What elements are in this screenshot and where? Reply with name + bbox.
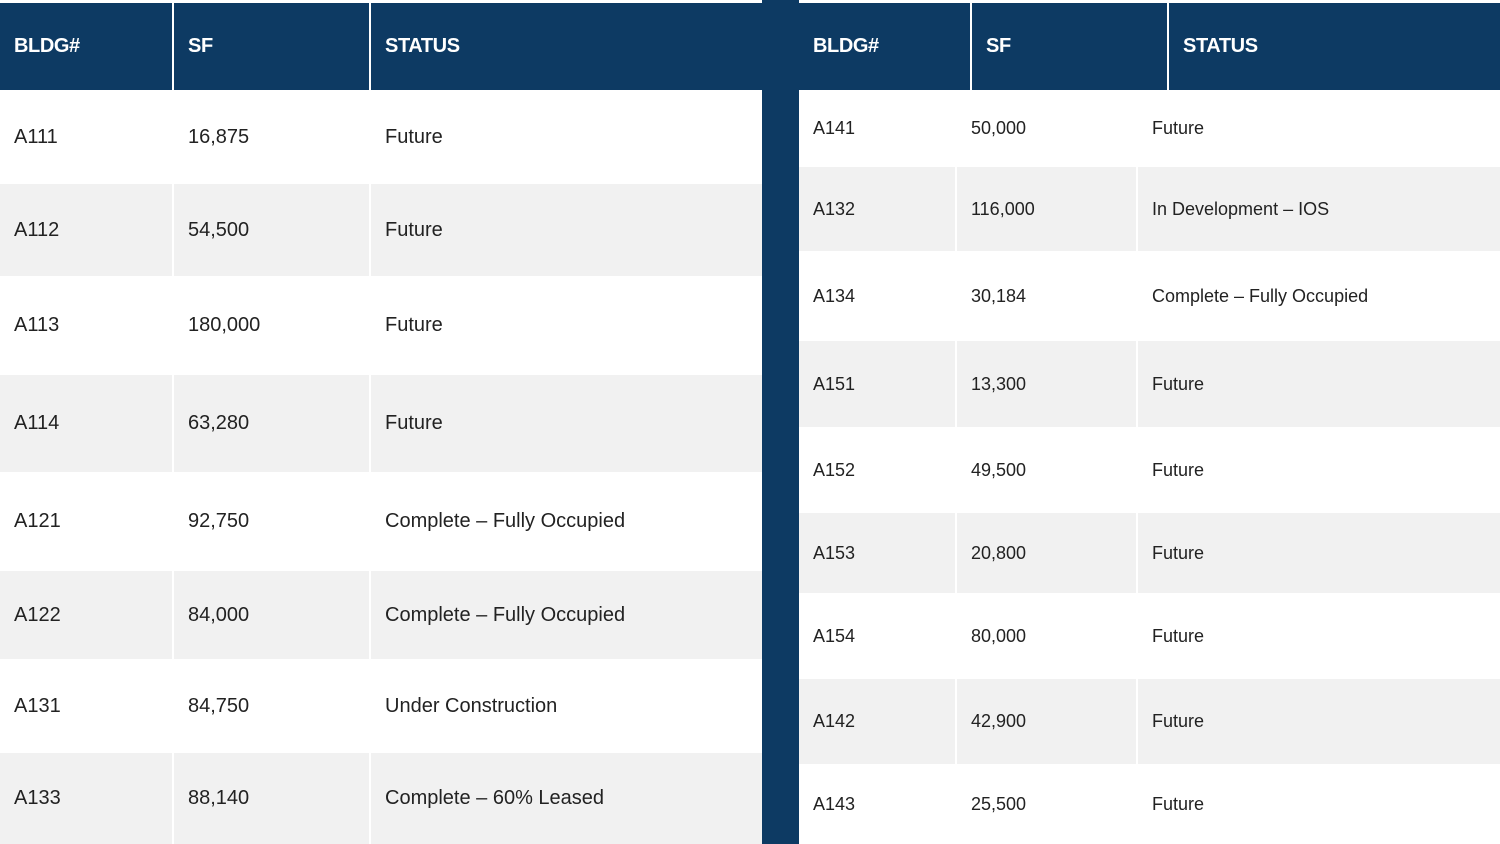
bldg-cell: A132 (813, 198, 856, 219)
table-row: A142 42,900 Future (799, 679, 1500, 764)
status-cell: Complete – Fully Occupied (1136, 251, 1500, 341)
bldg-cell: A133 (14, 787, 61, 809)
bldg-cell: A121 (14, 510, 61, 532)
table-row: A152 49,500 Future (799, 427, 1500, 513)
header-sf: SF (986, 35, 1011, 57)
bldg-cell: A113 (14, 314, 60, 336)
bldg-cell: A154 (813, 625, 856, 646)
table-header: BLDG# SF STATUS (799, 0, 1500, 93)
sf-cell: 116,000 (955, 167, 1136, 251)
header-sf: SF (188, 35, 213, 57)
bldg-cell: A152 (813, 459, 856, 480)
header-divider (369, 3, 371, 93)
status-cell: Future (1136, 679, 1500, 764)
header-bldg: BLDG# (813, 35, 879, 57)
table-row: A122 84,000 Complete – Fully Occupied (0, 571, 762, 659)
table-row: A133 88,140 Complete – 60% Leased (0, 753, 762, 844)
table-row: A132 116,000 In Development – IOS (799, 167, 1500, 251)
status-cell: Future (1136, 90, 1500, 167)
sf-cell: 20,800 (955, 513, 1136, 593)
sf-cell: 49,500 (955, 427, 1136, 513)
bldg-cell: A151 (813, 373, 856, 394)
sf-cell: 25,500 (955, 764, 1136, 844)
bldg-cell: A153 (813, 542, 856, 563)
status-cell: In Development – IOS (1136, 167, 1500, 251)
table-header: BLDG# SF STATUS (0, 0, 762, 93)
header-status: STATUS (1183, 35, 1258, 57)
table-row: A143 25,500 Future (799, 764, 1500, 844)
sf-cell: 13,300 (955, 341, 1136, 427)
header-bldg: BLDG# (14, 35, 80, 57)
status-cell: Complete – 60% Leased (369, 753, 762, 844)
status-cell: Under Construction (369, 659, 762, 753)
sf-cell: 84,000 (172, 571, 369, 659)
sf-cell: 30,184 (955, 251, 1136, 341)
status-cell: Future (369, 90, 762, 184)
sf-cell: 50,000 (955, 90, 1136, 167)
sf-cell: 42,900 (955, 679, 1136, 764)
sf-cell: 84,750 (172, 659, 369, 753)
bldg-cell: A141 (813, 118, 856, 138)
bldg-cell: A122 (14, 603, 61, 626)
table-row: A111 16,875 Future (0, 90, 762, 184)
sf-cell: 54,500 (172, 184, 369, 276)
sf-cell: 80,000 (955, 593, 1136, 679)
status-cell: Future (1136, 341, 1500, 427)
table-row: A114 63,280 Future (0, 375, 762, 472)
status-cell: Complete – Fully Occupied (369, 571, 762, 659)
header-divider (172, 3, 174, 93)
table-row: A131 84,750 Under Construction (0, 659, 762, 753)
table-row: A121 92,750 Complete – Fully Occupied (0, 472, 762, 571)
table-row: A134 30,184 Complete – Fully Occupied (799, 251, 1500, 341)
building-table-right: BLDG# SF STATUS A141 50,000 Future A132 116,… (799, 0, 1500, 844)
table-row: A141 50,000 Future (799, 90, 1500, 167)
sf-cell: 180,000 (172, 276, 369, 375)
status-cell: Future (1136, 513, 1500, 593)
status-cell: Future (369, 276, 762, 375)
status-cell: Future (1136, 764, 1500, 844)
header-status: STATUS (385, 35, 460, 57)
table-row: A151 13,300 Future (799, 341, 1500, 427)
building-table-left: BLDG# SF STATUS A111 16,875 Future A112 54,5… (0, 0, 762, 844)
table-row: A154 80,000 Future (799, 593, 1500, 679)
status-cell: Future (1136, 427, 1500, 513)
bldg-cell: A134 (813, 285, 856, 306)
status-cell: Future (369, 184, 762, 276)
bldg-cell: A131 (14, 694, 61, 717)
table-row: A112 54,500 Future (0, 184, 762, 276)
sf-cell: 92,750 (172, 472, 369, 571)
table-row: A153 20,800 Future (799, 513, 1500, 593)
status-cell: Future (369, 375, 762, 472)
header-divider (970, 3, 972, 93)
bldg-cell: A142 (813, 711, 856, 731)
status-cell: Future (1136, 593, 1500, 679)
bldg-cell: A111 (14, 125, 58, 148)
status-cell: Complete – Fully Occupied (369, 472, 762, 571)
table-row: A113 180,000 Future (0, 276, 762, 375)
header-divider (1167, 3, 1169, 93)
bldg-cell: A114 (14, 412, 60, 434)
sf-cell: 16,875 (172, 90, 369, 184)
bldg-cell: A112 (14, 218, 60, 241)
sf-cell: 63,280 (172, 375, 369, 472)
sf-cell: 88,140 (172, 753, 369, 844)
bldg-cell: A143 (813, 793, 856, 814)
